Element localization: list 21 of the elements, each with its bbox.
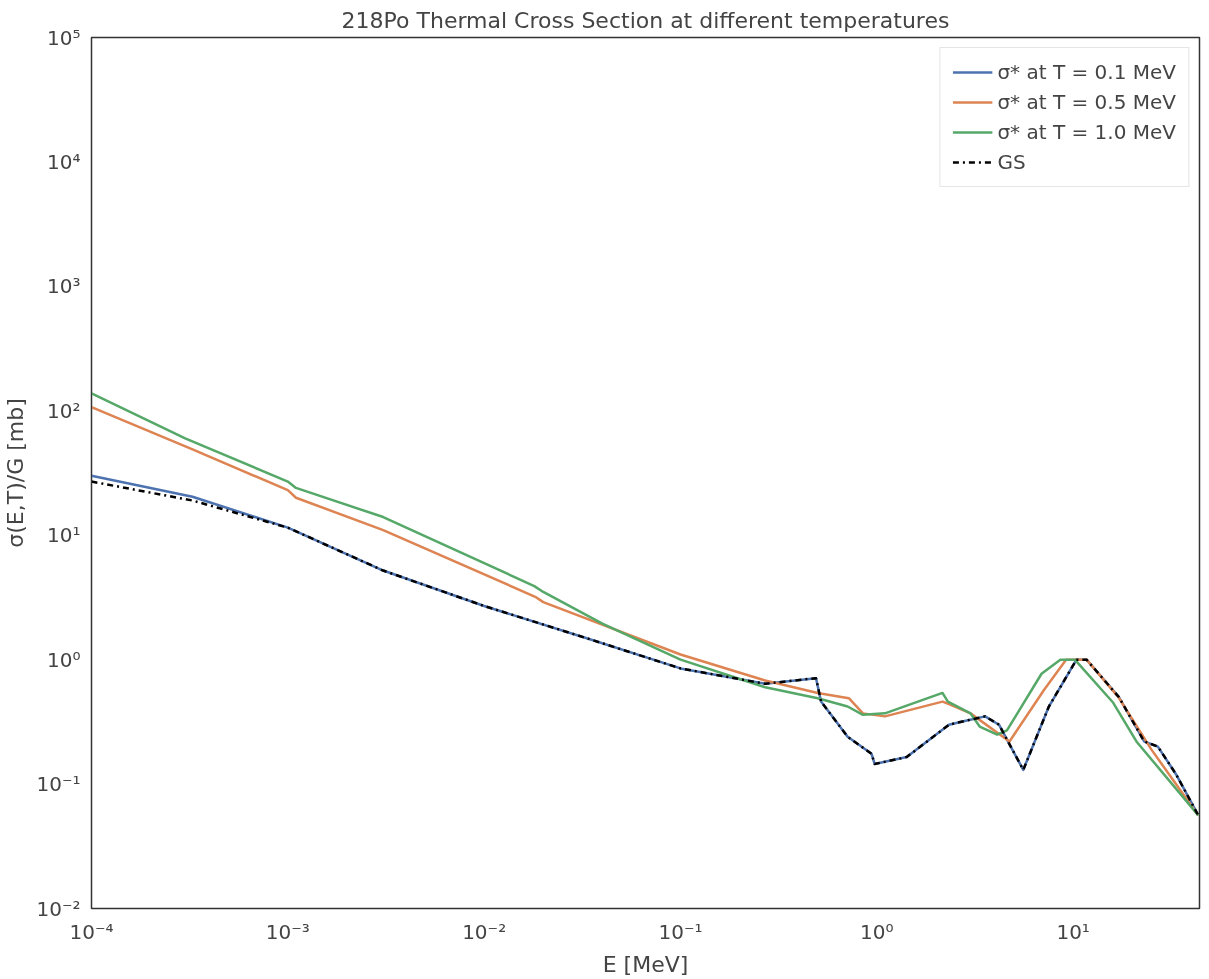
x-tick-label: 10⁻⁴ xyxy=(69,919,114,944)
y-tick-label: 10⁴ xyxy=(47,149,81,174)
y-tick-label: 10³ xyxy=(47,274,81,299)
x-axis-title: E [MeV] xyxy=(602,951,689,977)
legend-label: σ* at T = 0.5 MeV xyxy=(997,90,1176,114)
x-tick-label: 10⁻² xyxy=(462,919,507,944)
legend-label: σ* at T = 0.1 MeV xyxy=(997,60,1176,84)
legend-label: GS xyxy=(997,150,1026,174)
x-tick-label: 10⁻³ xyxy=(265,919,310,944)
x-tick-label: 10⁰ xyxy=(860,919,894,944)
legend-label: σ* at T = 1.0 MeV xyxy=(997,120,1176,144)
chart-title: 218Po Thermal Cross Section at different temperatures xyxy=(341,7,950,33)
y-tick-label: 10⁻² xyxy=(36,896,81,921)
x-tick-label: 10¹ xyxy=(1056,919,1090,944)
y-tick-label: 10⁰ xyxy=(47,647,81,672)
y-tick-label: 10⁻¹ xyxy=(36,772,81,797)
y-axis-title: σ(E,T)/G [mb] xyxy=(3,398,29,548)
y-tick-label: 10² xyxy=(47,398,81,423)
x-tick-label: 10⁻¹ xyxy=(658,919,703,944)
y-tick-label: 10⁵ xyxy=(47,25,81,50)
y-tick-label: 10¹ xyxy=(47,523,81,548)
